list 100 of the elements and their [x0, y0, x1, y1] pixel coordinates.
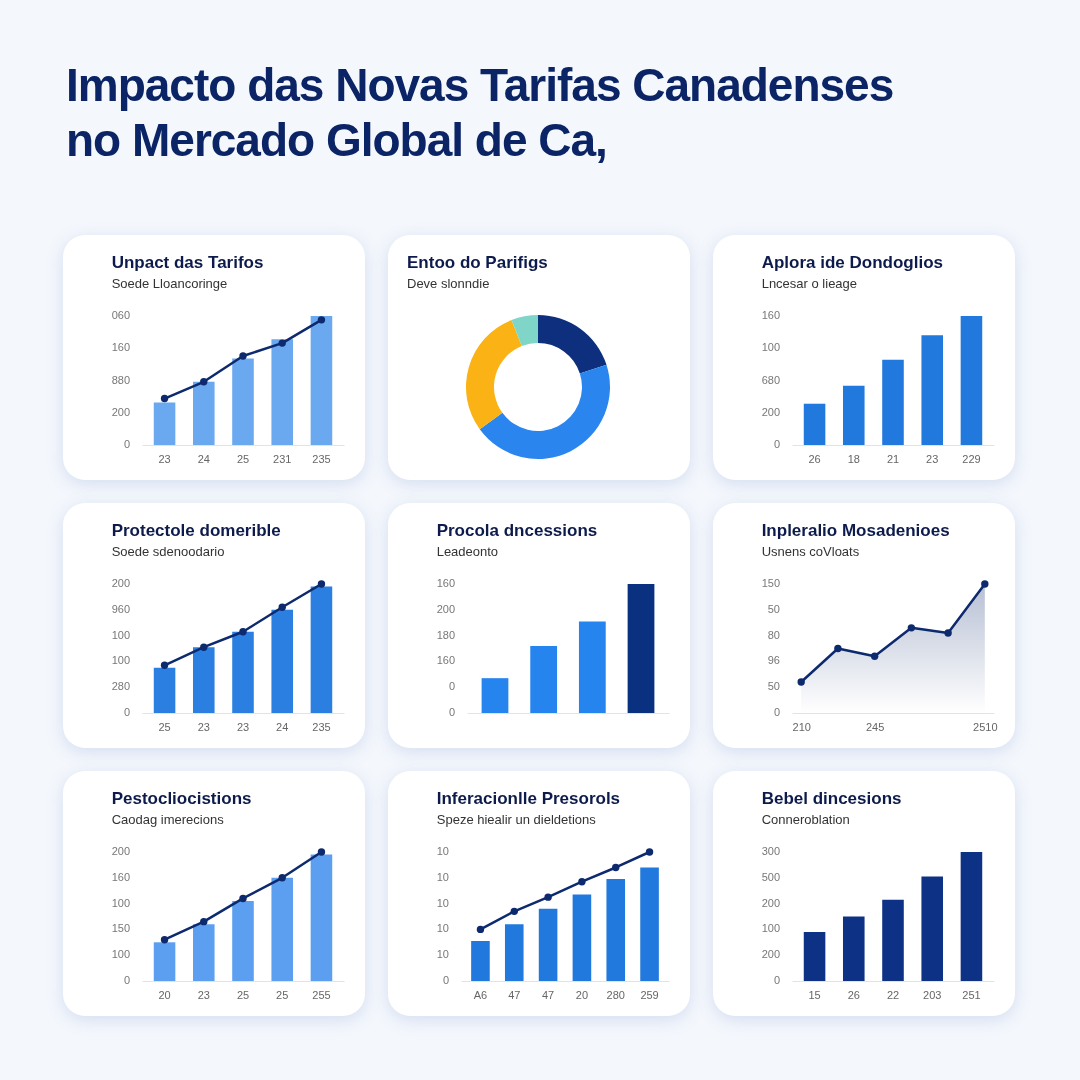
point [317, 848, 326, 856]
bar [310, 316, 333, 445]
chart-subtitle: Lncesar o lieage [761, 276, 858, 291]
x-tick-label: 18 [847, 452, 860, 465]
point [278, 874, 286, 882]
x-tick-label: 24 [276, 720, 289, 733]
x-tick-label: 235 [312, 720, 331, 733]
text: 10 [436, 948, 449, 961]
text: 200 [761, 405, 780, 418]
bar [271, 339, 294, 445]
chart-title: Inpleralio Mosadenioes [761, 521, 950, 540]
text: 96 [767, 654, 780, 667]
chart-subtitle: Speze hiealir un dieldetions [436, 812, 597, 827]
point [476, 925, 485, 934]
x-tick-label: 26 [847, 988, 860, 1001]
x-tick-label: 231 [273, 452, 292, 465]
chart-title: Bebel dincesions [761, 789, 902, 808]
bar [921, 335, 944, 445]
chart-title: Aplora ide Dondoglios [761, 253, 943, 272]
point [578, 877, 586, 886]
bar [481, 678, 509, 713]
point [981, 580, 989, 588]
text: 0 [442, 974, 449, 986]
text: 0 [123, 974, 130, 986]
point [160, 661, 169, 669]
bar [232, 631, 254, 713]
text: 300 [761, 845, 780, 857]
text: 0 [448, 680, 455, 693]
bar [153, 402, 176, 445]
text: 160 [436, 577, 455, 589]
text: 100 [111, 948, 130, 961]
text: 160 [111, 341, 130, 354]
text: 0 [773, 974, 780, 986]
chart-subtitle: Caodag imerecions [111, 812, 225, 827]
text: 200 [111, 405, 130, 418]
point [544, 893, 552, 901]
x-tick-label: 259 [640, 988, 659, 1001]
text: 10 [436, 870, 449, 883]
x-tick-label: 25 [158, 720, 171, 733]
point [239, 894, 247, 903]
x-tick-label: 20 [575, 988, 589, 1001]
donut-slice [511, 315, 538, 347]
text: 160 [761, 309, 780, 321]
text: 80 [767, 628, 780, 641]
point [797, 678, 805, 686]
point [278, 603, 286, 611]
bar [882, 899, 904, 981]
x-tick-label: 203 [923, 988, 942, 1001]
bar [960, 852, 983, 981]
bar [192, 381, 215, 445]
bar [803, 403, 826, 445]
bar [232, 901, 254, 981]
bar [504, 924, 524, 981]
donut-slice [479, 364, 610, 459]
text: 100 [111, 628, 130, 641]
chart-subtitle: Leadeonto [436, 544, 499, 559]
text: 150 [761, 577, 780, 589]
chart-subtitle: Usnens coVloats [761, 544, 860, 559]
text: 200 [761, 896, 780, 909]
text: 0 [448, 706, 455, 718]
x-tick-label: 25 [236, 988, 250, 1001]
text: 200 [111, 577, 130, 589]
text: 100 [761, 341, 780, 354]
text: 060 [111, 309, 130, 321]
x-tick-label: 23 [158, 452, 171, 465]
chart-title: Protectole domerible [111, 521, 281, 540]
chart-subtitle: Soede sdenoodario [111, 544, 225, 559]
text: 500 [761, 870, 780, 883]
point [239, 352, 247, 360]
point [200, 378, 208, 386]
x-tick-label: 229 [962, 452, 981, 465]
chart-title: Entoo do Parifigs [407, 253, 548, 272]
bar [842, 385, 865, 445]
bar [921, 876, 944, 981]
x-tick-label: 251 [962, 988, 981, 1001]
x-tick-label: 2510 [973, 720, 998, 733]
point [317, 316, 326, 324]
bar [232, 358, 254, 445]
x-tick-label: 280 [606, 988, 625, 1001]
x-tick-label: 210 [792, 720, 811, 733]
donut-slice [466, 320, 522, 430]
chart-title: Pestocliocistions [111, 789, 252, 808]
text: 200 [761, 948, 780, 961]
text: 10 [436, 845, 449, 857]
text: 680 [761, 373, 780, 386]
text: 100 [111, 654, 130, 667]
point [510, 907, 518, 916]
chart-subtitle: Deve slonndie [407, 276, 490, 291]
bar [882, 359, 904, 445]
point [317, 580, 326, 588]
text: 50 [767, 602, 780, 615]
x-tick-label: 235 [312, 452, 331, 465]
bar [842, 916, 865, 981]
bar [271, 877, 294, 981]
text: 100 [761, 922, 780, 935]
x-tick-label: 21 [886, 452, 900, 465]
text: 0 [773, 438, 780, 450]
x-tick-label: 47 [541, 988, 555, 1001]
bar [578, 621, 606, 713]
text: 0 [123, 438, 130, 450]
